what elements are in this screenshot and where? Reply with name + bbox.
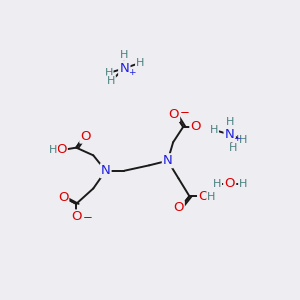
Text: H: H <box>226 117 234 127</box>
Text: N: N <box>119 62 129 75</box>
Text: O: O <box>198 190 208 203</box>
Text: H: H <box>239 135 247 145</box>
Text: O: O <box>58 191 68 204</box>
Text: H: H <box>49 145 57 155</box>
Text: H: H <box>136 58 144 68</box>
Text: O: O <box>190 120 201 134</box>
Text: N: N <box>163 154 172 167</box>
Text: O: O <box>169 108 179 121</box>
Text: −: − <box>82 211 92 224</box>
Text: −: − <box>180 106 190 119</box>
Text: N: N <box>101 164 111 177</box>
Text: +: + <box>234 134 241 143</box>
Text: O: O <box>173 201 184 214</box>
Text: O: O <box>224 177 235 190</box>
Text: H: H <box>105 68 113 78</box>
Text: H: H <box>107 76 115 86</box>
Text: O: O <box>56 143 67 157</box>
Text: +: + <box>128 68 136 77</box>
Text: H: H <box>239 179 247 189</box>
Text: H: H <box>207 192 215 202</box>
Text: H: H <box>120 50 128 60</box>
Text: H: H <box>213 179 221 189</box>
Text: H: H <box>210 125 218 135</box>
Text: O: O <box>80 130 91 142</box>
Text: N: N <box>225 128 235 141</box>
Text: O: O <box>71 211 82 224</box>
Text: H: H <box>229 143 237 153</box>
